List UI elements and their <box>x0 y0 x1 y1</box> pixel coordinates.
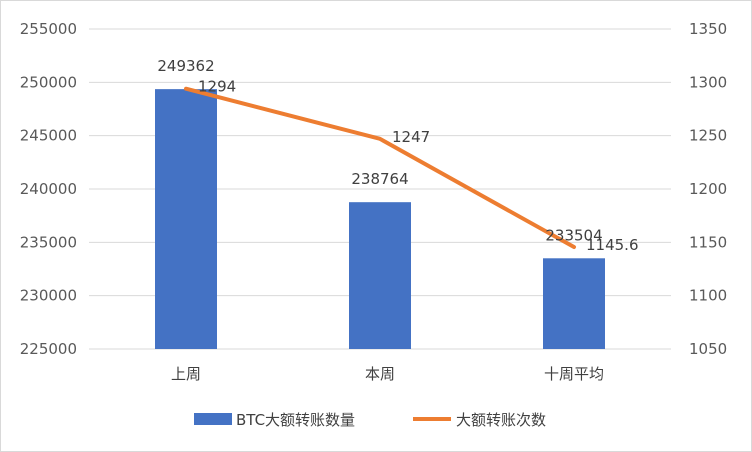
right-tick-label: 1150 <box>689 233 727 251</box>
left-tick-label: 255000 <box>20 20 77 38</box>
left-tick-label: 240000 <box>20 180 77 198</box>
line-value-label: 1247 <box>392 128 430 146</box>
legend-label-bar: BTC大额转账数量 <box>236 411 355 429</box>
legend-label-line: 大额转账次数 <box>456 411 546 429</box>
bar <box>349 202 411 349</box>
bar <box>155 89 217 349</box>
left-tick-label: 235000 <box>20 233 77 251</box>
legend-swatch-bar <box>194 413 232 425</box>
bar-value-label: 249362 <box>157 57 214 75</box>
category-label: 上周 <box>171 365 201 383</box>
right-tick-label: 1250 <box>689 127 727 145</box>
bar <box>543 258 605 349</box>
left-tick-label: 230000 <box>20 287 77 305</box>
left-tick-label: 245000 <box>20 127 77 145</box>
right-tick-label: 1200 <box>689 180 727 198</box>
category-axis-labels: 上周 本周 十周平均 <box>171 365 604 383</box>
line-series <box>184 86 576 250</box>
bar-value-label: 238764 <box>351 170 408 188</box>
line-value-label: 1294 <box>198 78 236 96</box>
left-tick-label: 225000 <box>20 340 77 358</box>
line-value-label: 1145.6 <box>586 236 639 254</box>
data-labels: 249362 238764 233504 1294 1247 1145.6 <box>157 57 638 254</box>
right-axis-ticks: 1050 1100 1150 1200 1250 1300 1350 <box>689 20 727 358</box>
legend: BTC大额转账数量 大额转账次数 <box>194 411 546 429</box>
right-tick-label: 1300 <box>689 73 727 91</box>
left-tick-label: 250000 <box>20 73 77 91</box>
right-tick-label: 1350 <box>689 20 727 38</box>
category-label: 十周平均 <box>544 365 604 383</box>
bar-series <box>155 89 605 349</box>
bar-value-label: 233504 <box>545 226 602 244</box>
left-axis-ticks: 225000 230000 235000 240000 245000 250000 2550… <box>20 20 77 358</box>
right-tick-label: 1050 <box>689 340 727 358</box>
category-label: 本周 <box>365 365 395 383</box>
right-tick-label: 1100 <box>689 287 727 305</box>
